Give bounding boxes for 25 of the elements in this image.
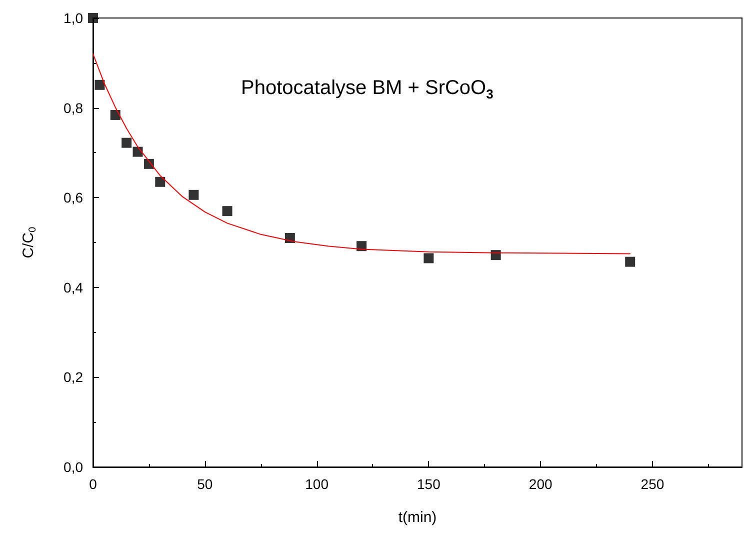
- point: [188, 190, 199, 200]
- x-tick-label: 200: [528, 476, 552, 492]
- point: [625, 256, 636, 267]
- point: [122, 138, 132, 148]
- point: [424, 253, 434, 264]
- point: [490, 250, 501, 260]
- point: [222, 206, 232, 216]
- x-axis-title: t(min): [398, 509, 437, 526]
- point: [110, 110, 120, 120]
- y-tick-label: 0,4: [64, 279, 84, 296]
- point: [356, 241, 367, 252]
- x-tick-label: 0: [89, 476, 98, 492]
- point: [94, 80, 105, 90]
- y-tick-label: 1,0: [64, 10, 84, 26]
- point: [155, 176, 166, 187]
- y-tick-label: 0,6: [64, 190, 84, 206]
- y-axis-title: C/C0: [20, 226, 38, 258]
- y-tick-label: 0,8: [64, 100, 84, 116]
- y-tick-label: 0,0: [64, 459, 84, 475]
- x-tick-label: 50: [197, 476, 213, 492]
- x-tick-label: 150: [417, 476, 441, 492]
- point: [132, 146, 143, 157]
- x-tick-label: 100: [305, 476, 329, 492]
- x-tick-label: 250: [640, 476, 664, 492]
- y-tick-label: 0,2: [64, 369, 84, 386]
